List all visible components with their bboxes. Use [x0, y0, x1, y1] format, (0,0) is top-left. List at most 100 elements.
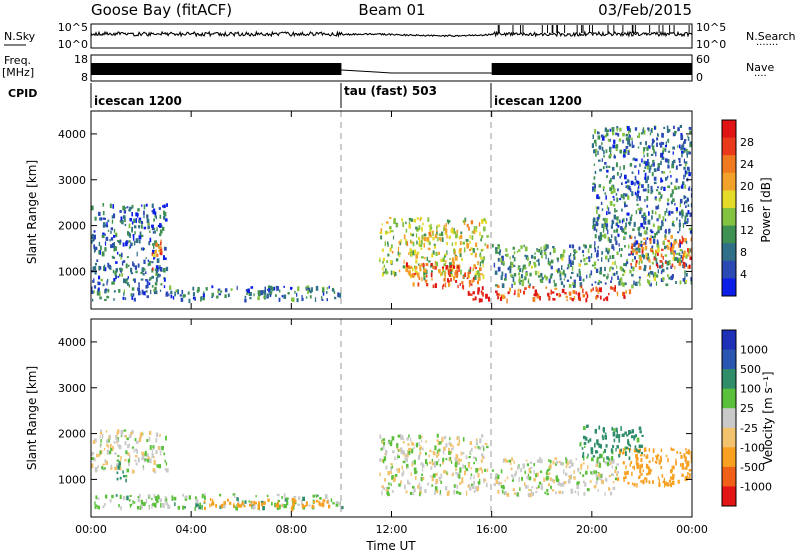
heatmap-cell [643, 264, 647, 269]
heatmap-cell [117, 429, 120, 434]
heatmap-cell [151, 453, 154, 458]
heatmap-cell [113, 234, 116, 238]
heatmap-cell [604, 282, 607, 285]
heatmap-cell [412, 282, 415, 287]
heatmap-cell [674, 131, 676, 137]
heatmap-cell [108, 450, 112, 455]
heatmap-cell [662, 277, 665, 281]
heatmap-cell [115, 274, 117, 280]
heatmap-cell [143, 291, 146, 296]
heatmap-cell [517, 265, 520, 270]
heatmap-cell [583, 455, 585, 461]
heatmap-cell [671, 222, 674, 227]
heatmap-cell [452, 445, 455, 448]
x-tick-label: 12:00 [376, 523, 408, 536]
heatmap-cell [642, 479, 645, 485]
heatmap-cell [682, 143, 685, 147]
heatmap-cell [474, 446, 477, 449]
heatmap-cell [211, 498, 214, 504]
heatmap-cell [665, 283, 669, 287]
heatmap-cell [200, 296, 203, 301]
freq-fast-trace [341, 69, 492, 74]
x-tick-label: 00:00 [75, 523, 107, 536]
heatmap-cell [402, 265, 405, 269]
nave-tick-bottom: 0 [696, 71, 703, 84]
heatmap-cell [421, 463, 425, 468]
heatmap-cell [511, 261, 514, 267]
heatmap-cell [538, 481, 542, 485]
heatmap-cell [666, 202, 670, 206]
heatmap-cell [140, 278, 144, 281]
heatmap-cell [635, 448, 638, 452]
heatmap-cell [483, 446, 485, 452]
heatmap-cell [591, 457, 594, 462]
heatmap-cell [385, 450, 388, 454]
heatmap-cell [143, 204, 146, 210]
heatmap-cell [639, 278, 641, 281]
heatmap-cell [481, 469, 483, 474]
heatmap-cell [406, 467, 409, 470]
heatmap-cell [188, 495, 191, 500]
heatmap-cell [689, 254, 691, 257]
heatmap-cell [249, 296, 252, 300]
heatmap-cell [297, 286, 300, 292]
heatmap-cell [519, 487, 521, 491]
heatmap-cell [103, 503, 106, 506]
heatmap-cell [431, 477, 434, 482]
heatmap-cell [462, 241, 465, 245]
heatmap-cell [641, 248, 644, 254]
colorbar-swatch [722, 447, 736, 468]
heatmap-cell [242, 502, 246, 507]
heatmap-cell [637, 450, 641, 453]
heatmap-cell [661, 264, 663, 268]
heatmap-cell [653, 181, 657, 185]
colorbar-swatch [722, 120, 736, 139]
heatmap-cell [672, 132, 675, 137]
heatmap-cell [429, 234, 432, 238]
heatmap-cell [521, 476, 523, 481]
heatmap-cell [237, 497, 239, 502]
heatmap-cell [527, 485, 529, 489]
heatmap-cell [539, 470, 543, 474]
heatmap-cell [474, 273, 477, 276]
heatmap-cell [671, 448, 675, 451]
heatmap-cell [468, 279, 471, 284]
heatmap-cell [159, 252, 161, 255]
heatmap-cell [151, 224, 154, 228]
heatmap-cell [653, 276, 656, 281]
heatmap-cell [656, 218, 659, 222]
heatmap-cell [303, 505, 307, 508]
heatmap-cell [683, 147, 686, 151]
heatmap-cell [536, 472, 539, 477]
heatmap-cell [296, 298, 299, 303]
heatmap-cell [151, 226, 155, 231]
heatmap-cell [473, 480, 476, 485]
heatmap-cell [497, 244, 500, 250]
heatmap-cell [432, 450, 435, 455]
heatmap-cell [138, 239, 141, 244]
heatmap-cell [613, 214, 616, 220]
heatmap-cell [99, 435, 102, 438]
velocity-ylabel: Slant Range [km] [25, 366, 39, 470]
heatmap-cell [381, 272, 385, 277]
heatmap-cell [647, 280, 651, 285]
heatmap-cell [469, 271, 471, 274]
heatmap-cell [552, 489, 555, 492]
heatmap-cell [577, 481, 580, 484]
heatmap-cell [434, 260, 437, 266]
heatmap-cell [596, 249, 599, 255]
heatmap-cell [116, 477, 119, 481]
heatmap-cell [614, 477, 617, 481]
heatmap-cell [634, 127, 638, 131]
heatmap-cell [473, 264, 476, 268]
heatmap-cell [634, 165, 637, 168]
heatmap-cell [656, 264, 659, 269]
heatmap-cell [419, 451, 422, 455]
heatmap-cell [583, 244, 585, 247]
heatmap-cell [557, 481, 561, 486]
heatmap-cell [244, 500, 247, 504]
heatmap-cell [420, 263, 423, 267]
heatmap-cell [387, 492, 390, 497]
heatmap-cell [146, 459, 149, 463]
heatmap-cell [450, 443, 453, 447]
